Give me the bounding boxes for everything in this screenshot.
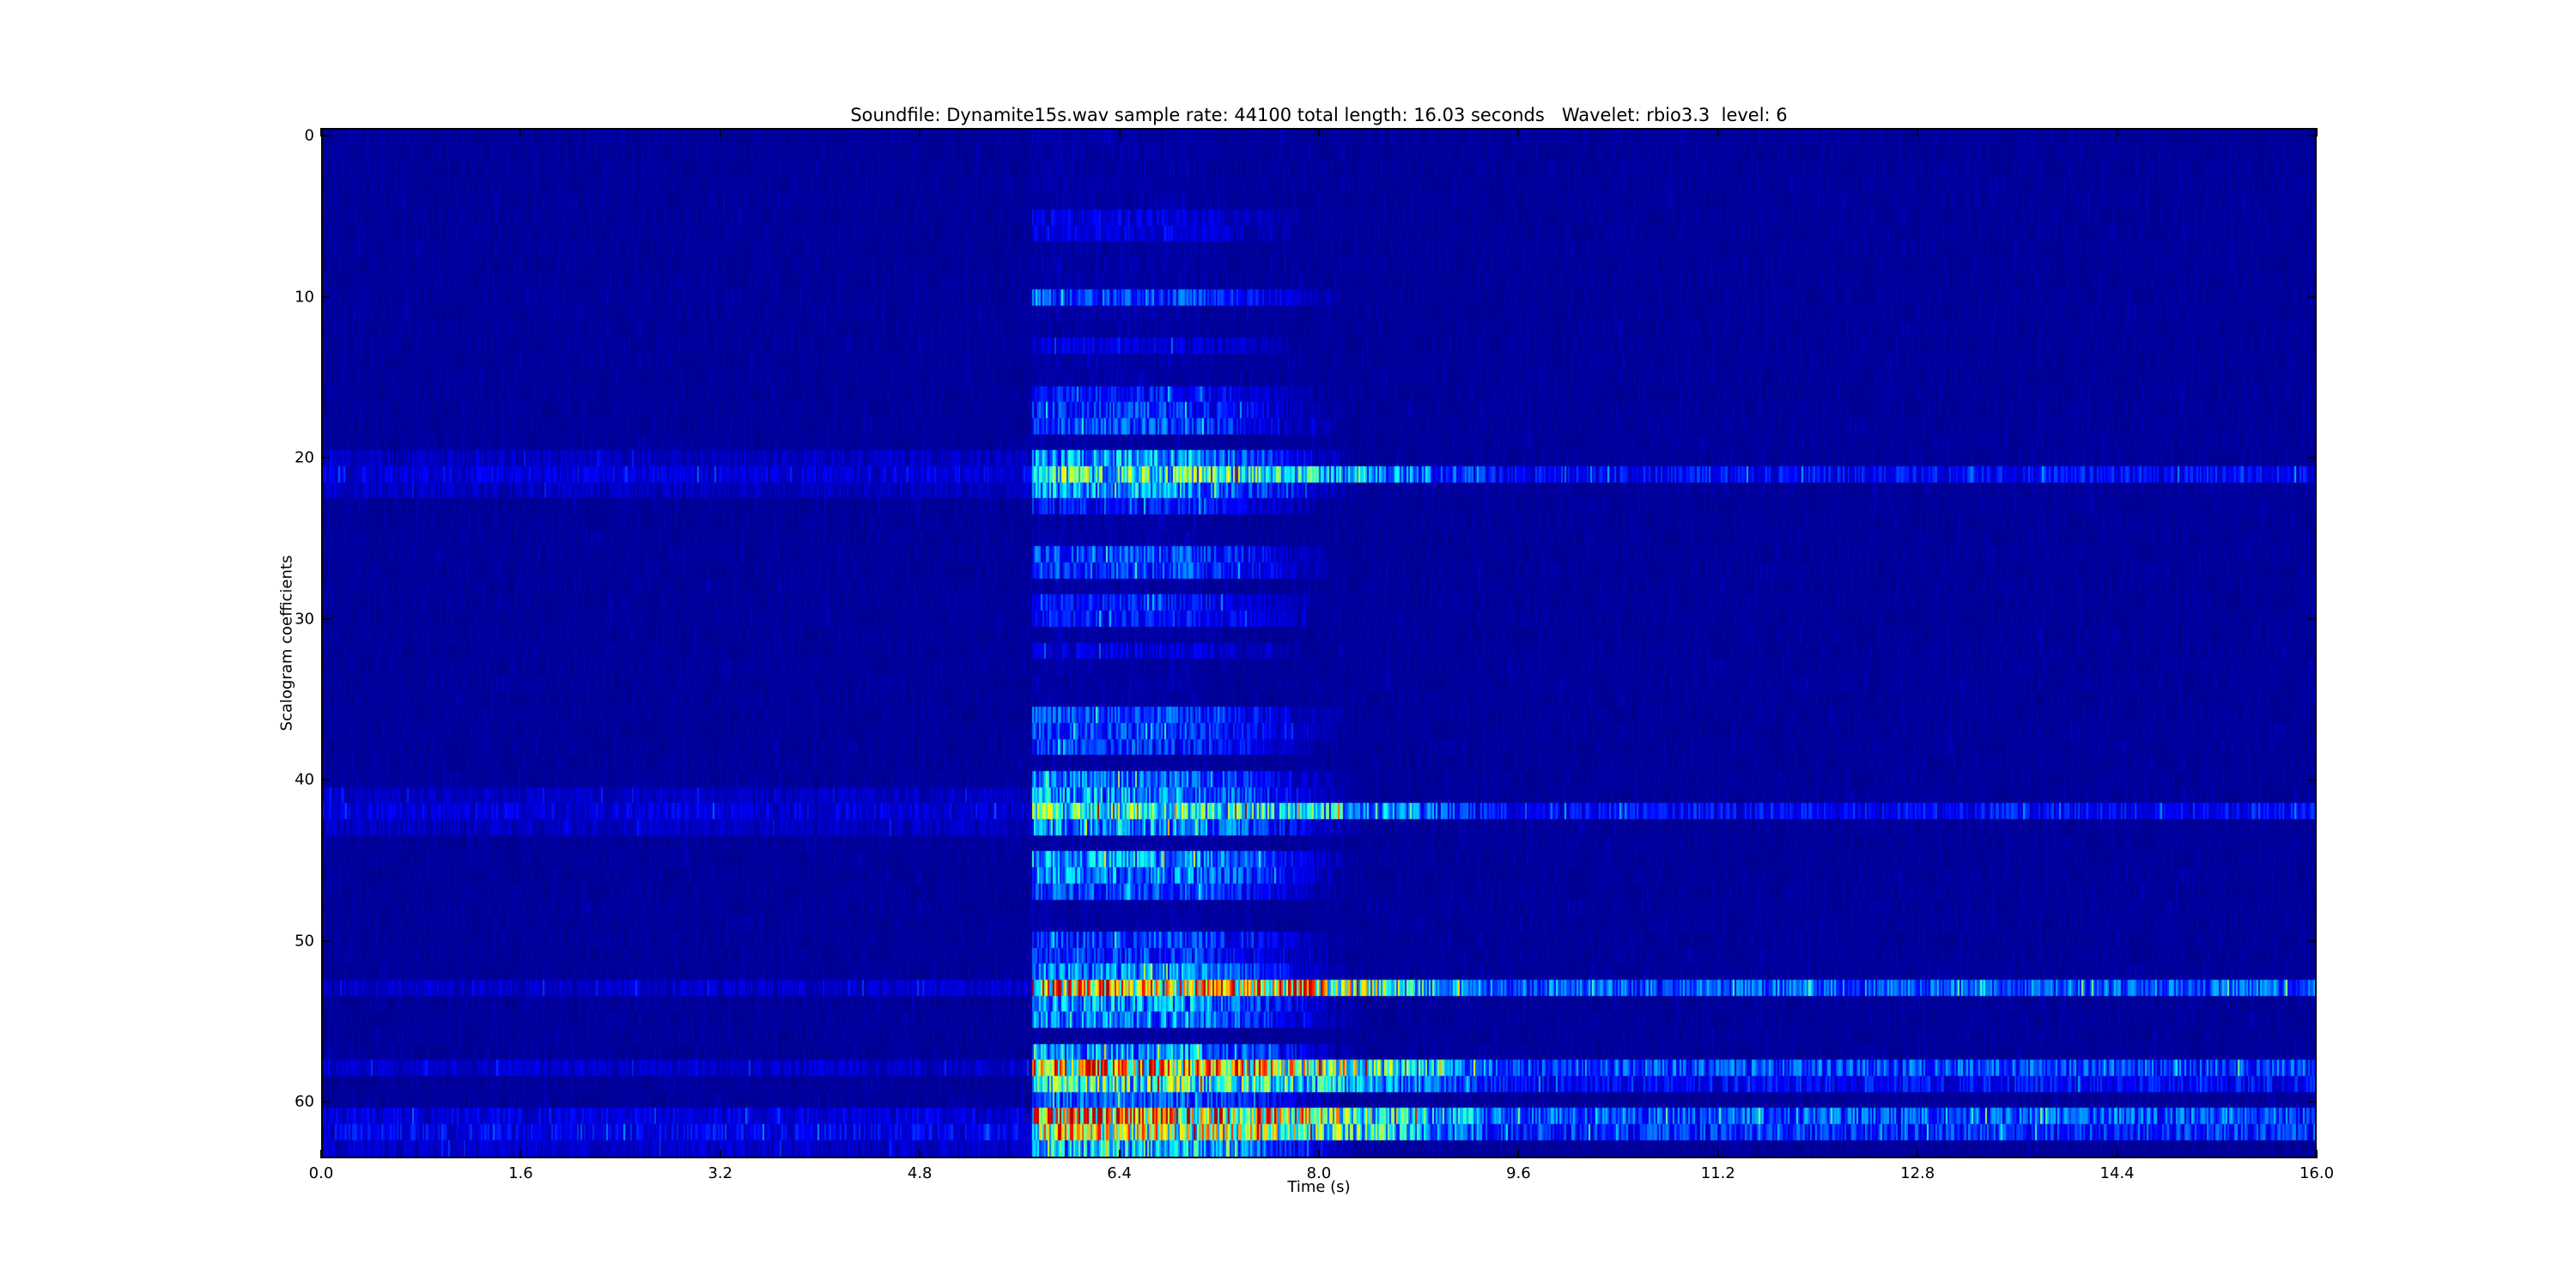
x-tick-mark (2316, 128, 2318, 137)
y-tick-mark (2308, 617, 2317, 620)
y-tick-mark (321, 135, 330, 137)
x-tick-label: 0.0 (308, 1164, 334, 1182)
x-tick-label: 14.4 (2099, 1164, 2135, 1182)
x-tick-mark (1118, 1150, 1121, 1158)
x-tick-mark (320, 1150, 322, 1158)
x-tick-mark (1716, 128, 1719, 137)
x-tick-mark (919, 1150, 921, 1158)
x-tick-label: 3.2 (708, 1164, 733, 1182)
chart-title: Soundfile: Dynamite15s.wav sample rate: … (850, 105, 1788, 125)
x-tick-mark (519, 1150, 522, 1158)
y-tick-label: 40 (295, 770, 314, 789)
x-tick-mark (2116, 1150, 2118, 1158)
y-tick-mark (321, 939, 330, 942)
x-tick-mark (1716, 1150, 1719, 1158)
x-tick-mark (1318, 1150, 1320, 1158)
x-tick-label: 6.4 (1107, 1164, 1132, 1182)
y-tick-mark (2308, 1101, 2317, 1103)
y-tick-label: 50 (295, 932, 314, 951)
y-tick-mark (321, 295, 330, 298)
x-tick-mark (320, 128, 322, 137)
x-tick-label: 16.0 (2299, 1164, 2335, 1182)
x-tick-mark (1917, 128, 1919, 137)
y-tick-mark (321, 779, 330, 781)
y-tick-mark (321, 457, 330, 459)
x-tick-mark (1517, 128, 1520, 137)
x-tick-label: 11.2 (1700, 1164, 1735, 1182)
x-tick-label: 9.6 (1506, 1164, 1531, 1182)
y-tick-mark (2308, 779, 2317, 781)
y-tick-mark (2308, 295, 2317, 298)
x-tick-label: 4.8 (907, 1164, 933, 1182)
y-tick-label: 60 (295, 1092, 314, 1111)
scalogram-heatmap (323, 130, 2315, 1157)
y-tick-label: 10 (295, 288, 314, 307)
plot-area (321, 128, 2317, 1158)
x-tick-label: 12.8 (1900, 1164, 1935, 1182)
x-tick-mark (2316, 1150, 2318, 1158)
y-axis-label: Scalogram coefficients (277, 555, 296, 732)
x-tick-mark (919, 128, 921, 137)
y-tick-label: 30 (295, 610, 314, 629)
x-tick-mark (1917, 1150, 1919, 1158)
y-tick-label: 20 (295, 448, 314, 467)
y-tick-label: 0 (304, 126, 314, 145)
y-tick-mark (321, 1101, 330, 1103)
x-tick-mark (2116, 128, 2118, 137)
x-tick-mark (1517, 1150, 1520, 1158)
y-tick-mark (2308, 457, 2317, 459)
y-tick-mark (321, 617, 330, 620)
x-axis-label: Time (s) (1287, 1178, 1351, 1196)
x-tick-mark (719, 1150, 721, 1158)
x-tick-mark (1318, 128, 1320, 137)
x-tick-label: 1.6 (508, 1164, 533, 1182)
x-tick-mark (1118, 128, 1121, 137)
y-tick-mark (2308, 939, 2317, 942)
y-tick-mark (2308, 135, 2317, 137)
x-tick-label: 8.0 (1306, 1164, 1332, 1182)
x-tick-mark (519, 128, 522, 137)
x-tick-mark (719, 128, 721, 137)
